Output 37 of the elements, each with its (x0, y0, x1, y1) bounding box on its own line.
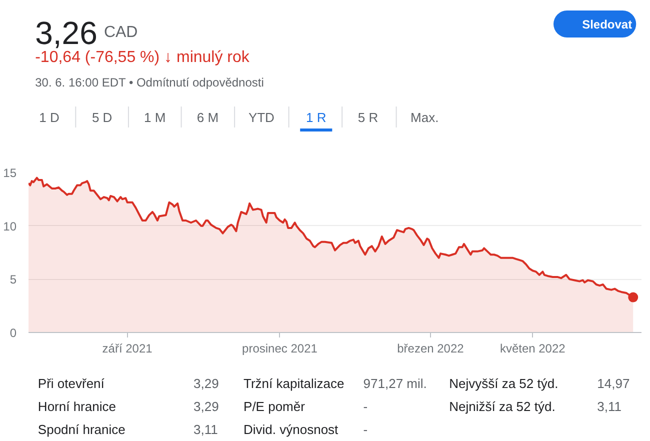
y-tick-label: 0 (10, 326, 17, 340)
text: Při otevření (38, 376, 105, 391)
text: 6 M (196, 110, 219, 125)
chart-title: 3,26 (35, 15, 98, 51)
chart-subtitle: -10,64 (-76,55 %) ↓ minulý rok (35, 49, 250, 66)
text: 3,29 (194, 399, 219, 414)
y-tick-label: 5 (10, 272, 17, 287)
text: 3,29 (194, 376, 219, 391)
text: YTD (248, 110, 274, 125)
text: - (363, 422, 368, 437)
text: 30. 6. 16:00 EDT • Odmítnutí odpovědnosti (35, 76, 264, 90)
x-tick-label: prosinec 2021 (242, 342, 318, 356)
text: 5 D (92, 110, 112, 125)
text: 3,11 (597, 399, 622, 414)
text: 1 M (144, 110, 166, 125)
text: Nejvyšší za 52 týd. (449, 376, 558, 391)
x-tick-label: září 2021 (102, 342, 153, 356)
text: Nejnižší za 52 týd. (449, 399, 556, 414)
text: 5 R (358, 110, 378, 125)
text: Divid. výnosnost (244, 422, 339, 437)
y-tick-label: 15 (3, 166, 17, 180)
text: 971,27 mil. (363, 376, 427, 391)
text: Sledovat (582, 18, 632, 32)
text: 14,97 (597, 376, 630, 391)
text: - (363, 399, 368, 414)
text: Tržní kapitalizace (244, 376, 344, 391)
text: Spodní hranice (38, 422, 126, 437)
text: 1 D (39, 110, 60, 125)
x-tick-label: březen 2022 (397, 342, 464, 356)
text: P/E poměr (244, 399, 306, 414)
x-tick-label: květen 2022 (500, 342, 566, 356)
text: 1 R (306, 110, 326, 125)
text: 3,11 (194, 422, 218, 437)
text: Max. (410, 110, 439, 125)
text: Horní hranice (38, 399, 116, 414)
text: CAD (104, 24, 138, 41)
y-tick-label: 10 (3, 219, 17, 234)
